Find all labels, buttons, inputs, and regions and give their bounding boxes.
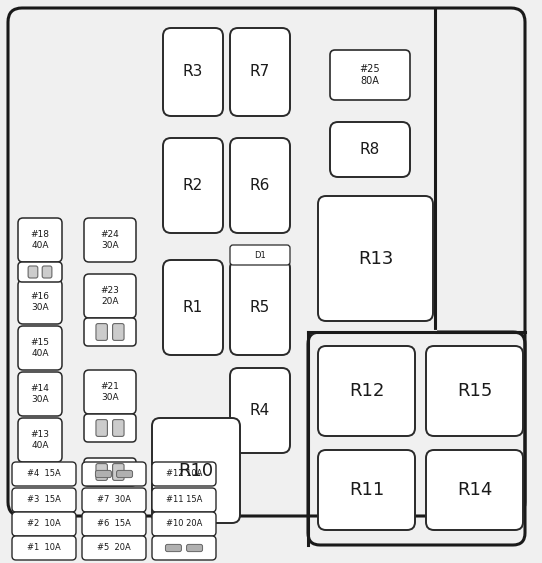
Text: #1  10A: #1 10A bbox=[27, 543, 61, 552]
FancyBboxPatch shape bbox=[152, 536, 216, 560]
Text: R3: R3 bbox=[183, 65, 203, 79]
Text: #14
30A: #14 30A bbox=[30, 385, 49, 404]
Text: R2: R2 bbox=[183, 178, 203, 193]
Text: #10 20A: #10 20A bbox=[166, 520, 202, 529]
Text: R13: R13 bbox=[358, 249, 393, 267]
FancyBboxPatch shape bbox=[95, 471, 112, 477]
FancyBboxPatch shape bbox=[117, 471, 133, 477]
FancyBboxPatch shape bbox=[230, 245, 290, 265]
Text: D1: D1 bbox=[254, 251, 266, 260]
Text: #24
30A: #24 30A bbox=[101, 230, 119, 250]
Text: R14: R14 bbox=[457, 481, 492, 499]
FancyBboxPatch shape bbox=[230, 138, 290, 233]
FancyBboxPatch shape bbox=[84, 458, 136, 486]
Text: R12: R12 bbox=[349, 382, 384, 400]
FancyBboxPatch shape bbox=[165, 544, 182, 552]
FancyBboxPatch shape bbox=[230, 368, 290, 453]
FancyBboxPatch shape bbox=[113, 463, 124, 480]
FancyBboxPatch shape bbox=[330, 122, 410, 177]
FancyBboxPatch shape bbox=[18, 372, 62, 416]
FancyBboxPatch shape bbox=[18, 262, 62, 282]
FancyBboxPatch shape bbox=[18, 326, 62, 370]
Text: R10: R10 bbox=[178, 462, 214, 480]
Text: #2  10A: #2 10A bbox=[27, 520, 61, 529]
FancyBboxPatch shape bbox=[84, 414, 136, 442]
FancyBboxPatch shape bbox=[318, 450, 415, 530]
FancyBboxPatch shape bbox=[330, 50, 410, 100]
FancyBboxPatch shape bbox=[12, 488, 76, 512]
FancyBboxPatch shape bbox=[28, 266, 38, 278]
Text: R8: R8 bbox=[360, 142, 380, 157]
FancyBboxPatch shape bbox=[163, 28, 223, 116]
FancyBboxPatch shape bbox=[12, 536, 76, 560]
Text: #15
40A: #15 40A bbox=[30, 338, 49, 358]
FancyBboxPatch shape bbox=[12, 512, 76, 536]
FancyBboxPatch shape bbox=[318, 196, 433, 321]
FancyBboxPatch shape bbox=[18, 218, 62, 262]
FancyBboxPatch shape bbox=[84, 274, 136, 318]
Text: R7: R7 bbox=[250, 65, 270, 79]
Text: #11 15A: #11 15A bbox=[166, 495, 202, 504]
Text: R1: R1 bbox=[183, 300, 203, 315]
FancyBboxPatch shape bbox=[426, 450, 523, 530]
FancyBboxPatch shape bbox=[82, 512, 146, 536]
Text: #13
40A: #13 40A bbox=[30, 430, 49, 450]
FancyBboxPatch shape bbox=[42, 266, 52, 278]
FancyBboxPatch shape bbox=[152, 418, 240, 523]
Text: #12 10A: #12 10A bbox=[166, 470, 202, 479]
FancyBboxPatch shape bbox=[318, 346, 415, 436]
FancyBboxPatch shape bbox=[96, 419, 107, 436]
Text: R4: R4 bbox=[250, 403, 270, 418]
FancyBboxPatch shape bbox=[163, 138, 223, 233]
Text: R15: R15 bbox=[457, 382, 492, 400]
Text: #16
30A: #16 30A bbox=[30, 292, 49, 312]
FancyBboxPatch shape bbox=[152, 488, 216, 512]
Text: #21
30A: #21 30A bbox=[101, 382, 119, 401]
FancyBboxPatch shape bbox=[96, 463, 107, 480]
FancyBboxPatch shape bbox=[12, 462, 76, 486]
FancyBboxPatch shape bbox=[82, 488, 146, 512]
FancyBboxPatch shape bbox=[152, 512, 216, 536]
FancyBboxPatch shape bbox=[96, 324, 107, 341]
Text: #25
80A: #25 80A bbox=[360, 64, 380, 86]
Text: #18
40A: #18 40A bbox=[30, 230, 49, 250]
Text: #23
20A: #23 20A bbox=[101, 287, 119, 306]
Text: R5: R5 bbox=[250, 300, 270, 315]
FancyBboxPatch shape bbox=[113, 419, 124, 436]
FancyBboxPatch shape bbox=[84, 370, 136, 414]
FancyBboxPatch shape bbox=[113, 324, 124, 341]
FancyBboxPatch shape bbox=[18, 418, 62, 462]
Text: #5  20A: #5 20A bbox=[97, 543, 131, 552]
FancyBboxPatch shape bbox=[82, 462, 146, 486]
FancyBboxPatch shape bbox=[163, 260, 223, 355]
Text: #3  15A: #3 15A bbox=[27, 495, 61, 504]
Text: #4  15A: #4 15A bbox=[27, 470, 61, 479]
FancyBboxPatch shape bbox=[8, 8, 525, 516]
FancyBboxPatch shape bbox=[82, 536, 146, 560]
FancyBboxPatch shape bbox=[426, 346, 523, 436]
Text: #6  15A: #6 15A bbox=[97, 520, 131, 529]
FancyBboxPatch shape bbox=[84, 218, 136, 262]
Text: R6: R6 bbox=[250, 178, 270, 193]
FancyBboxPatch shape bbox=[230, 28, 290, 116]
FancyBboxPatch shape bbox=[186, 544, 203, 552]
FancyBboxPatch shape bbox=[230, 260, 290, 355]
FancyBboxPatch shape bbox=[18, 280, 62, 324]
Text: #7  30A: #7 30A bbox=[97, 495, 131, 504]
FancyBboxPatch shape bbox=[84, 318, 136, 346]
FancyBboxPatch shape bbox=[152, 462, 216, 486]
Text: R11: R11 bbox=[349, 481, 384, 499]
